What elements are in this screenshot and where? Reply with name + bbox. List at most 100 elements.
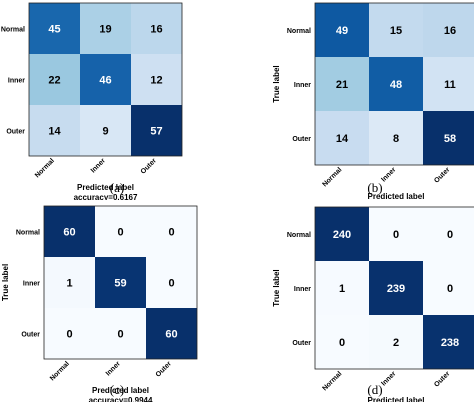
cell-value-c-r1-c2: 0: [168, 278, 174, 290]
col-tick-label-a-0: Normal: [34, 157, 56, 179]
row-tick-label-d-0: Normal: [287, 232, 311, 239]
cell-value-a-r2-c0: 14: [48, 126, 61, 138]
cell-value-a-r0-c1: 19: [99, 24, 111, 36]
col-tick-label-a-2: Outer: [140, 157, 158, 175]
row-tick-label-b-2: Outer: [292, 136, 311, 143]
caption-a: (a): [109, 180, 125, 195]
cell-value-a-r2-c1: 9: [102, 126, 108, 138]
cell-d-r2-c0: [315, 315, 369, 369]
cell-a-r1-c1: [80, 54, 131, 105]
cell-value-c-r0-c0: 60: [63, 227, 75, 239]
x-axis-label-a: Predicted label: [77, 183, 134, 192]
cell-c-r0-c2: [146, 206, 197, 257]
col-tick-label-a-1: Inner: [90, 157, 107, 174]
cell-d-r0-c0: [315, 207, 369, 261]
cell-value-d-r0-c2: 0: [447, 229, 453, 241]
cell-d-r2-c2: [423, 315, 474, 369]
y-axis-label-b: True label: [272, 65, 281, 102]
cell-b-r0-c1: [369, 3, 423, 57]
row-tick-label-d-1: Inner: [294, 286, 311, 293]
cell-value-a-r1-c1: 46: [99, 75, 111, 87]
row-tick-label-b-0: Normal: [287, 28, 311, 35]
cell-a-r0-c2: [131, 3, 182, 54]
cell-value-b-r0-c1: 15: [390, 25, 402, 37]
cell-d-r1-c0: [315, 261, 369, 315]
cell-value-d-r1-c1: 239: [387, 283, 405, 295]
cell-d-r0-c1: [369, 207, 423, 261]
cell-value-c-r2-c0: 0: [66, 329, 72, 341]
cell-value-d-r1-c0: 1: [339, 283, 345, 295]
x-axis-label-d: Predicted label: [368, 396, 425, 402]
cell-value-c-r2-c1: 0: [117, 329, 123, 341]
y-axis-label-c: True label: [1, 264, 10, 301]
cell-value-b-r0-c0: 49: [336, 25, 348, 37]
cell-value-b-r0-c2: 16: [444, 25, 456, 37]
frame-a: [28, 2, 183, 157]
cell-value-a-r1-c0: 22: [48, 75, 60, 87]
cell-b-r1-c1: [369, 57, 423, 111]
cell-b-r0-c2: [423, 3, 474, 57]
cell-c-r0-c1: [95, 206, 146, 257]
cell-value-c-r2-c2: 60: [165, 329, 177, 341]
cell-value-d-r0-c0: 240: [333, 229, 351, 241]
cell-d-r2-c1: [369, 315, 423, 369]
cell-a-r0-c0: [29, 3, 80, 54]
cell-b-r1-c2: [423, 57, 474, 111]
accuracy-label-c: accuracy=0.9944: [89, 396, 153, 402]
cell-c-r1-c0: [44, 257, 95, 308]
col-tick-label-b-2: Outer: [433, 166, 451, 184]
row-tick-label-c-2: Outer: [21, 332, 40, 339]
cell-c-r1-c2: [146, 257, 197, 308]
caption-d: (d): [367, 382, 383, 397]
cell-value-c-r0-c2: 0: [168, 227, 174, 239]
cell-value-a-r2-c2: 57: [150, 126, 162, 138]
cell-value-d-r2-c1: 2: [393, 337, 399, 349]
cell-a-r2-c1: [80, 105, 131, 156]
cell-value-b-r1-c1: 48: [390, 79, 402, 91]
cell-a-r1-c2: [131, 54, 182, 105]
cell-d-r0-c2: [423, 207, 474, 261]
col-tick-label-c-1: Inner: [105, 360, 122, 377]
cell-c-r2-c2: [146, 308, 197, 359]
col-tick-label-c-2: Outer: [155, 360, 173, 378]
col-tick-label-b-0: Normal: [321, 166, 343, 188]
confusion-matrix-c: 60 0 0 1 59 0 0 0 60 Normal Inner Outer Normal Inner O…: [1, 205, 198, 402]
cell-value-c-r1-c0: 1: [66, 278, 72, 290]
col-tick-label-d-2: Outer: [433, 370, 451, 388]
cell-b-r0-c0: [315, 3, 369, 57]
cell-a-r2-c2: [131, 105, 182, 156]
cell-a-r0-c1: [80, 3, 131, 54]
cell-value-b-r2-c2: 58: [444, 133, 456, 145]
cell-c-r2-c1: [95, 308, 146, 359]
cell-value-a-r0-c2: 16: [150, 24, 162, 36]
cell-value-b-r2-c1: 8: [393, 133, 399, 145]
cell-value-d-r0-c1: 0: [393, 229, 399, 241]
cell-value-a-r1-c2: 12: [150, 75, 162, 87]
cell-b-r2-c2: [423, 111, 474, 165]
cell-b-r2-c1: [369, 111, 423, 165]
cell-value-b-r1-c0: 21: [336, 79, 348, 91]
row-tick-label-a-1: Inner: [8, 78, 25, 85]
frame-c: [43, 205, 198, 360]
cell-b-r2-c0: [315, 111, 369, 165]
row-tick-label-b-1: Inner: [294, 82, 311, 89]
frame-b: [314, 2, 474, 166]
cell-value-c-r1-c1: 59: [114, 278, 126, 290]
cell-a-r2-c0: [29, 105, 80, 156]
cell-c-r0-c0: [44, 206, 95, 257]
caption-b: (b): [367, 180, 383, 195]
cell-a-r1-c0: [29, 54, 80, 105]
x-axis-label-c: Predicted label: [92, 386, 149, 395]
accuracy-label-a: accuracy=0.6167: [74, 193, 138, 200]
cell-value-c-r0-c1: 0: [117, 227, 123, 239]
row-tick-label-d-2: Outer: [292, 340, 311, 347]
cell-b-r1-c0: [315, 57, 369, 111]
col-tick-label-d-0: Normal: [321, 370, 343, 392]
cell-c-r2-c0: [44, 308, 95, 359]
row-tick-label-c-1: Inner: [23, 281, 40, 288]
y-axis-label-d: True label: [272, 269, 281, 306]
cell-value-b-r1-c2: 11: [444, 79, 456, 91]
confusion-matrix-a: 45 19 16 22 46 12 14 9 57 Normal Inner Outer Normal I…: [1, 2, 183, 200]
